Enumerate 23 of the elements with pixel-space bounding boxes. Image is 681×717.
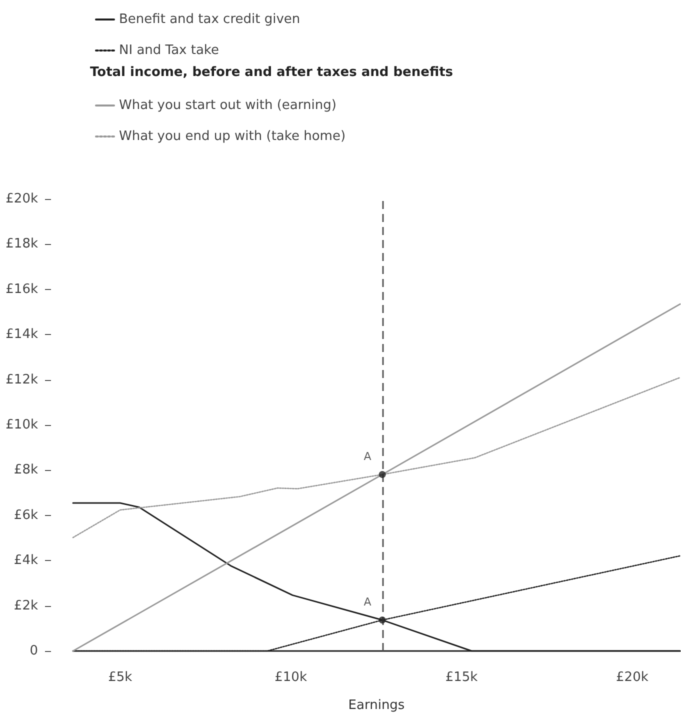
annotation: A [364,596,372,609]
y-tick-label: £20k [6,192,38,206]
x-tick-label: £10k [274,670,308,685]
y-tick-label: £18k [6,236,38,252]
legend-label: What you start out with (earning) [119,98,336,113]
x-tick-label: £20k [616,670,649,685]
y-tick-label: £12k [6,372,38,388]
y-tick-label: £8k [14,462,38,478]
y-tick-label: £10k [6,418,38,432]
x-tick-label: £5k [108,670,133,685]
y-tick-label: £6k [14,508,38,523]
y-tick-label: £2k [14,598,38,614]
y-tick-label: 0 [30,644,38,658]
y-tick-label: £14k [6,327,38,342]
legend-label: What you end up with (take home) [119,129,346,144]
legend-label: Benefit and tax credit given [119,12,300,27]
legend-title: Total income, before and after taxes and benefits [90,65,454,80]
legend-label: NI and Tax take [119,43,219,58]
x-axis-title: Earnings [348,698,405,713]
y-tick-label: £4k [14,553,38,568]
x-tick-label: £15k [445,670,478,685]
y-tick-label: £16k [6,282,38,297]
annotation: A [364,450,372,463]
